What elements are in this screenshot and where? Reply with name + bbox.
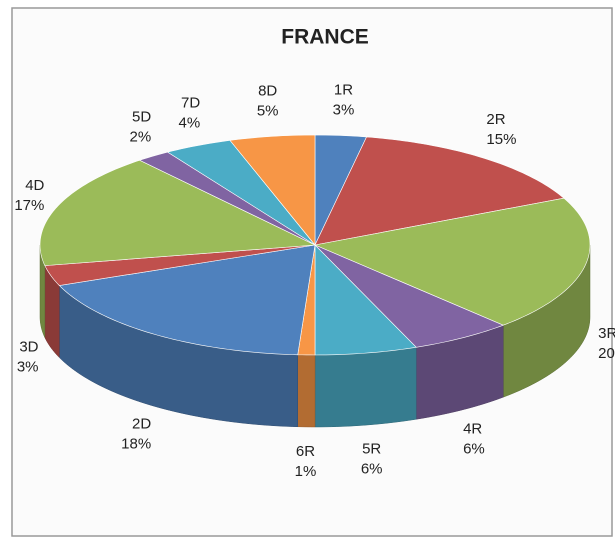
pie-side: [297, 354, 316, 428]
pie-slice: [166, 140, 316, 246]
pie-slice: [44, 244, 316, 286]
category-label: 5D: [132, 108, 151, 125]
category-label: 1R: [334, 81, 353, 98]
value-label: 4%: [179, 115, 201, 132]
value-label: 6%: [463, 441, 485, 458]
pie-slice: [229, 134, 316, 246]
category-label: 8D: [258, 83, 277, 100]
pie-slice: [39, 159, 317, 266]
value-label: 18%: [121, 435, 151, 452]
chart-title: FRANCE: [281, 26, 369, 49]
value-label: 3%: [17, 358, 39, 375]
pie-slice: [314, 244, 417, 356]
value-label: 15%: [486, 131, 516, 148]
pie-side: [314, 346, 417, 428]
category-label: 2D: [132, 415, 151, 432]
value-label: 5%: [257, 103, 279, 120]
value-label: 3%: [333, 101, 355, 118]
value-label: 17%: [14, 197, 44, 214]
category-label: 2R: [486, 111, 505, 128]
value-label: 6%: [361, 461, 383, 478]
category-label: 5R: [362, 441, 381, 458]
value-label: 20%: [598, 345, 615, 362]
value-label: 1%: [295, 463, 317, 480]
category-label: 4R: [463, 421, 482, 438]
pie-slice: [58, 244, 316, 356]
category-label: 4D: [25, 177, 44, 194]
pie-slice: [313, 197, 591, 326]
category-label: 3D: [19, 338, 38, 355]
category-label: 3R: [598, 325, 615, 342]
value-label: 2%: [130, 128, 152, 145]
category-label: 7D: [181, 95, 200, 112]
pie-slice: [138, 151, 316, 246]
pie-slice: [314, 136, 565, 246]
pie-slice: [314, 244, 505, 348]
category-label: 6R: [296, 443, 315, 460]
